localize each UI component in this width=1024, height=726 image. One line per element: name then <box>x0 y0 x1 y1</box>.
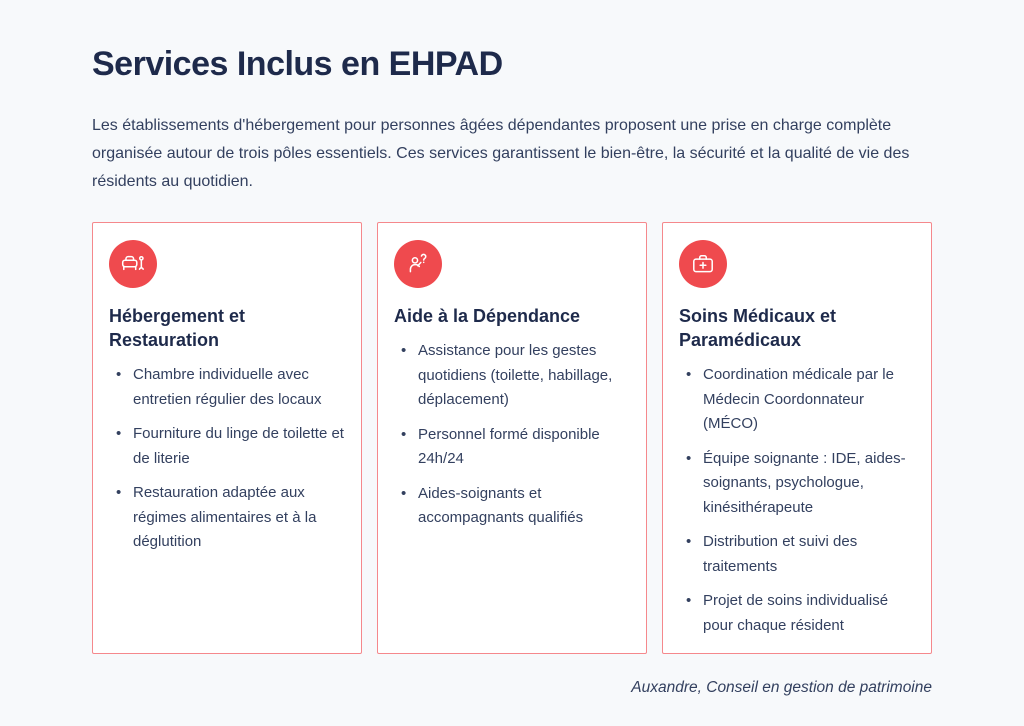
first-aid-kit-icon <box>679 240 727 288</box>
card-title: Hébergement et Restauration <box>109 306 246 350</box>
card-item-list: Coordination médicale par le Médecin Coo… <box>679 363 915 638</box>
card-hebergement-restauration: Hébergement et Restauration Chambre indi… <box>92 222 362 654</box>
bed-lamp-icon <box>109 240 157 288</box>
list-item: Chambre individuelle avec entretien régu… <box>109 363 345 412</box>
list-item: Distribution et suivi des traitements <box>679 530 915 579</box>
intro-paragraph: Les établissements d'hébergement pour pe… <box>92 117 910 190</box>
list-item: Projet de soins individualisé pour chaqu… <box>679 589 915 638</box>
list-item: Assistance pour les gestes quotidiens (t… <box>394 339 630 413</box>
card-title: Aide à la Dépendance <box>394 306 581 326</box>
caregiver-icon <box>394 240 442 288</box>
card-soins-medicaux: Soins Médicaux et Paramédicaux Coordinat… <box>662 222 932 654</box>
card-item-list: Assistance pour les gestes quotidiens (t… <box>394 339 630 531</box>
list-item: Aides-soignants et accompagnants qualifi… <box>394 482 630 531</box>
card-title: Soins Médicaux et Paramédicaux <box>679 306 837 350</box>
list-item: Personnel formé disponible 24h/24 <box>394 423 630 472</box>
card-item-list: Chambre individuelle avec entretien régu… <box>109 363 345 555</box>
list-item: Coordination médicale par le Médecin Coo… <box>679 363 915 437</box>
cards-row: Hébergement et Restauration Chambre indi… <box>92 222 932 654</box>
list-item: Fourniture du linge de toilette et de li… <box>109 422 345 471</box>
list-item: Équipe soignante : IDE, aides-soignants,… <box>679 447 915 521</box>
page-title: Services Inclus en EHPAD <box>92 45 503 83</box>
card-aide-dependance: Aide à la Dépendance Assistance pour les… <box>377 222 647 654</box>
footer-attribution: Auxandre, Conseil en gestion de patrimoi… <box>631 679 932 696</box>
list-item: Restauration adaptée aux régimes aliment… <box>109 481 345 555</box>
